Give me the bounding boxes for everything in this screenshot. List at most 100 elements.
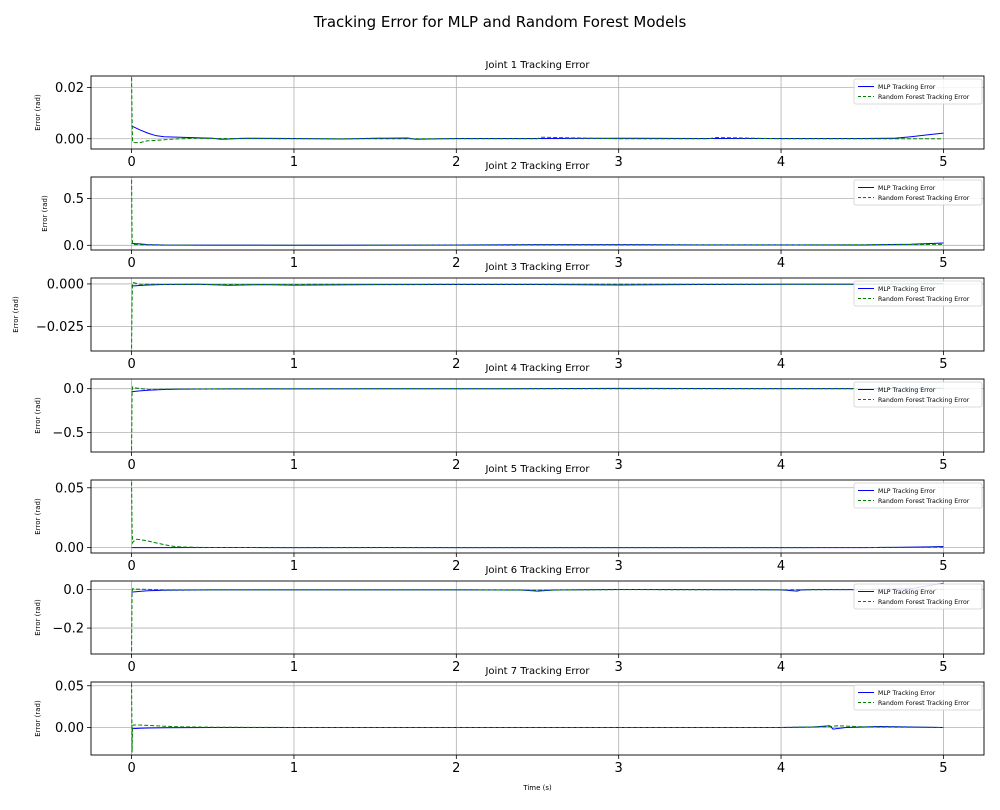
x-tick-label: 3 [615, 660, 623, 675]
y-tick-label: −0.5 [52, 426, 84, 441]
subplot-title: Joint 3 Tracking Error [484, 262, 590, 273]
series-line-random-forest [131, 481, 944, 549]
legend: MLP Tracking Error Random Forest Tracking… [853, 280, 983, 307]
x-tick-label: 3 [615, 761, 623, 776]
x-tick-label: 3 [615, 155, 623, 170]
y-tick-label: 0.00 [55, 132, 84, 147]
subplot-joint-6: 0 1 2 3 4 5 −0.2 0.0 Joint 6 Tracking Error Error… [34, 565, 985, 675]
subplot-title: Joint 4 Tracking Error [484, 363, 590, 374]
x-tick-label: 4 [777, 357, 785, 372]
subplot-title: Joint 1 Tracking Error [484, 60, 590, 71]
subplot-title: Joint 6 Tracking Error [484, 565, 590, 576]
x-tick-label: 3 [615, 256, 623, 271]
x-tick-label: 5 [939, 357, 947, 372]
x-tick-label: 4 [777, 761, 785, 776]
x-tick-label: 5 [939, 559, 947, 574]
y-axis-label: Error (rad) [12, 296, 20, 333]
x-tick-label: 2 [452, 357, 460, 372]
legend-label-random-forest: Random Forest Tracking Error [878, 397, 970, 404]
y-tick-label: 0.00 [55, 721, 84, 736]
y-tick-label: 0.0 [63, 382, 84, 397]
series-line-random-forest [131, 683, 944, 753]
legend-box [853, 583, 983, 610]
legend-label-random-forest: Random Forest Tracking Error [878, 599, 970, 606]
x-tick-label: 2 [452, 761, 460, 776]
series-line-random-forest [131, 588, 944, 652]
x-tick-label: 5 [939, 256, 947, 271]
axes-frame [90, 479, 985, 554]
series-line-random-forest [131, 77, 944, 144]
x-tick-label: 2 [452, 660, 460, 675]
x-tick-label: 2 [452, 458, 460, 473]
x-tick-label: 1 [290, 458, 298, 473]
legend-label-random-forest: Random Forest Tracking Error [878, 700, 970, 707]
x-tick-label: 0 [127, 357, 135, 372]
x-tick-label: 1 [290, 256, 298, 271]
legend-label-random-forest: Random Forest Tracking Error [878, 94, 970, 101]
x-tick-label: 3 [615, 559, 623, 574]
legend-box [853, 179, 983, 206]
subplot-title: Joint 5 Tracking Error [484, 464, 590, 475]
x-tick-label: 1 [290, 761, 298, 776]
x-tick-label: 5 [939, 155, 947, 170]
y-tick-label: 0.5 [63, 192, 84, 207]
legend: MLP Tracking Error Random Forest Tracking… [853, 482, 983, 509]
legend-box [853, 684, 983, 711]
axes-frame [90, 176, 985, 251]
x-tick-label: 1 [290, 559, 298, 574]
legend-box [853, 78, 983, 105]
legend-box [853, 280, 983, 307]
legend-label-mlp: MLP Tracking Error [878, 286, 936, 293]
y-tick-label: 0.05 [55, 679, 84, 694]
series-line-random-forest [131, 179, 944, 246]
axes-frame [90, 75, 985, 150]
legend-label-random-forest: Random Forest Tracking Error [878, 296, 970, 303]
legend-box [853, 482, 983, 509]
x-tick-label: 1 [290, 357, 298, 372]
legend-label-mlp: MLP Tracking Error [878, 690, 936, 697]
y-tick-label: 0.02 [55, 81, 84, 96]
legend: MLP Tracking Error Random Forest Tracking… [853, 78, 983, 105]
axes-frame [90, 277, 985, 352]
y-tick-label: −0.2 [52, 622, 84, 637]
y-axis-label: Error (rad) [34, 397, 42, 434]
x-tick-label: 3 [615, 458, 623, 473]
x-tick-label: 0 [127, 660, 135, 675]
subplot-joint-4: 0 1 2 3 4 5 −0.5 0.0 Joint 4 Tracking Error Error… [34, 363, 985, 473]
legend-label-mlp: MLP Tracking Error [878, 185, 936, 192]
x-tick-label: 0 [127, 155, 135, 170]
x-tick-label: 4 [777, 256, 785, 271]
axes-frame [90, 378, 985, 453]
subplot-joint-3: 0 1 2 3 4 5 −0.025 0.000 Joint 3 Tracking Error E… [12, 262, 985, 372]
x-tick-label: 0 [127, 256, 135, 271]
x-tick-label: 5 [939, 660, 947, 675]
legend-label-random-forest: Random Forest Tracking Error [878, 498, 970, 505]
series-line-random-forest [131, 282, 944, 349]
x-tick-label: 0 [127, 458, 135, 473]
legend-label-mlp: MLP Tracking Error [878, 488, 936, 495]
series-line-mlp [131, 125, 944, 140]
legend-label-mlp: MLP Tracking Error [878, 84, 936, 91]
legend-label-mlp: MLP Tracking Error [878, 589, 936, 596]
subplot-joint-2: 0 1 2 3 4 5 0.0 0.5 Joint 2 Tracking Error Error … [41, 161, 985, 271]
y-tick-label: 0.00 [55, 541, 84, 556]
y-axis-label: Error (rad) [34, 700, 42, 737]
legend-label-mlp: MLP Tracking Error [878, 387, 936, 394]
axes-frame [90, 681, 985, 756]
series-line-random-forest [131, 386, 944, 451]
x-tick-label: 2 [452, 155, 460, 170]
subplot-title: Joint 2 Tracking Error [484, 161, 590, 172]
axes-frame [90, 580, 985, 655]
legend: MLP Tracking Error Random Forest Tracking… [853, 583, 983, 610]
subplot-title: Joint 7 Tracking Error [484, 666, 590, 677]
y-tick-label: 0.000 [47, 277, 84, 292]
legend: MLP Tracking Error Random Forest Tracking… [853, 684, 983, 711]
y-axis-label: Error (rad) [34, 94, 42, 131]
x-tick-label: 0 [127, 559, 135, 574]
y-tick-label: 0.0 [63, 583, 84, 598]
x-tick-label: 3 [615, 357, 623, 372]
legend: MLP Tracking Error Random Forest Tracking… [853, 179, 983, 206]
y-axis-label: Error (rad) [34, 498, 42, 535]
